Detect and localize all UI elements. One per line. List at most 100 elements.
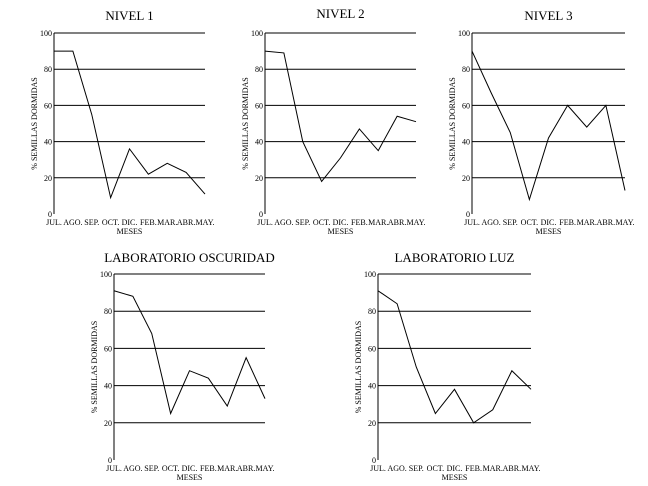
- y-tick-label: 100: [364, 270, 376, 279]
- y-tick-label: 40: [368, 382, 376, 391]
- x-axis-label: MESES: [536, 227, 562, 236]
- chart-panel: NIVEL 2 0 20 40 60 80 100 JUL. AGO. SEP. OCT. DIC. F…: [241, 6, 425, 236]
- x-axis-label: MESES: [328, 227, 354, 236]
- y-tick-label: 0: [466, 210, 470, 219]
- x-tick-label: FEB.: [140, 218, 157, 227]
- y-axis-label: % SEMILLAS DORMIDAS: [354, 321, 363, 413]
- y-axis-label: % SEMILLAS DORMIDAS: [30, 77, 39, 169]
- x-tick-label: JUL.: [370, 464, 386, 473]
- x-tick-label: SEP.: [84, 218, 99, 227]
- y-tick-label: 40: [255, 138, 263, 147]
- x-tick-label: AGO.: [481, 218, 500, 227]
- y-tick-label: 100: [458, 29, 470, 38]
- x-tick-label: SEP.: [295, 218, 310, 227]
- series-line: [377, 290, 532, 424]
- x-tick-label: JUL.: [257, 218, 273, 227]
- x-tick-label: MAY.: [196, 218, 215, 227]
- y-tick-label: 0: [372, 456, 376, 465]
- x-tick-label: FEB.: [351, 218, 368, 227]
- x-tick-label: ABR.: [177, 218, 195, 227]
- chart-panel: LABORATORIO OSCURIDAD 0 20 40 60 80 100 JUL. AGO…: [90, 250, 275, 482]
- y-tick-label: 60: [255, 101, 263, 110]
- series-line: [54, 50, 206, 200]
- x-tick-label: JUL.: [46, 218, 62, 227]
- y-tick-label: 20: [462, 174, 470, 183]
- x-tick-label: ABR.: [597, 218, 615, 227]
- y-tick-label: 0: [259, 210, 263, 219]
- chart-panel: LABORATORIO LUZ 0 20 40 60 80 100 JUL. AGO. SEP. O…: [354, 250, 540, 482]
- series-line: [471, 50, 626, 202]
- y-tick-label: 20: [368, 419, 376, 428]
- x-tick-label: MAR.: [217, 464, 237, 473]
- x-tick-label: JUL.: [106, 464, 122, 473]
- x-tick-label: FEB.: [559, 218, 576, 227]
- y-tick-label: 80: [44, 65, 52, 74]
- y-tick-label: 20: [255, 174, 263, 183]
- x-tick-label: JUL.: [464, 218, 480, 227]
- y-axis-label: % SEMILLAS DORMIDAS: [241, 77, 250, 169]
- y-axis-label: % SEMILLAS DORMIDAS: [90, 321, 99, 413]
- x-tick-label: OCT.: [521, 218, 538, 227]
- chart-title: NIVEL 3: [524, 8, 572, 23]
- x-tick-label: DIC.: [541, 218, 557, 227]
- chart-panel: NIVEL 3 0 20 40 60 80 100 JUL. AGO. SEP. OCT. DIC. F…: [448, 8, 634, 236]
- x-tick-label: DIC.: [182, 464, 198, 473]
- x-tick-label: AGO.: [274, 218, 293, 227]
- x-tick-label: FEB.: [465, 464, 482, 473]
- y-tick-label: 40: [104, 382, 112, 391]
- series-line: [264, 50, 417, 183]
- x-tick-label: MAR.: [157, 218, 177, 227]
- y-tick-label: 40: [44, 138, 52, 147]
- x-tick-label: SEP.: [144, 464, 159, 473]
- y-tick-label: 40: [462, 138, 470, 147]
- x-tick-label: ABR.: [237, 464, 255, 473]
- x-tick-label: AGO.: [387, 464, 406, 473]
- chart-title: LABORATORIO LUZ: [394, 250, 514, 265]
- y-tick-label: 80: [462, 65, 470, 74]
- x-tick-label: AGO.: [63, 218, 82, 227]
- y-tick-label: 60: [44, 101, 52, 110]
- x-tick-label: OCT.: [102, 218, 119, 227]
- x-tick-label: ABR.: [388, 218, 406, 227]
- x-tick-label: ABR.: [503, 464, 521, 473]
- x-tick-label: AGO.: [123, 464, 142, 473]
- x-tick-label: OCT.: [162, 464, 179, 473]
- y-tick-label: 80: [368, 307, 376, 316]
- series-line: [113, 290, 266, 416]
- y-tick-label: 60: [368, 344, 376, 353]
- y-tick-label: 0: [108, 456, 112, 465]
- y-axis-label: % SEMILLAS DORMIDAS: [448, 77, 457, 169]
- y-tick-label: 100: [40, 29, 52, 38]
- x-tick-label: SEP.: [409, 464, 424, 473]
- x-tick-label: OCT.: [427, 464, 444, 473]
- x-tick-label: MAR.: [577, 218, 597, 227]
- y-tick-label: 20: [104, 419, 112, 428]
- x-tick-label: OCT.: [313, 218, 330, 227]
- y-tick-label: 60: [104, 344, 112, 353]
- x-tick-label: FEB.: [200, 464, 217, 473]
- x-tick-label: MAR.: [368, 218, 388, 227]
- x-tick-label: DIC.: [122, 218, 138, 227]
- x-axis-label: MESES: [177, 473, 203, 482]
- y-tick-label: 60: [462, 101, 470, 110]
- y-tick-label: 80: [255, 65, 263, 74]
- x-tick-label: MAR.: [483, 464, 503, 473]
- x-tick-label: MAY.: [256, 464, 275, 473]
- y-tick-label: 100: [100, 270, 112, 279]
- x-axis-label: MESES: [442, 473, 468, 482]
- y-tick-label: 20: [44, 174, 52, 183]
- chart-panel: NIVEL 1 0 20 40 60 80 100 JUL. AGO. SEP. OCT. DIC. F…: [30, 8, 214, 236]
- chart-title: LABORATORIO OSCURIDAD: [104, 250, 275, 265]
- x-tick-label: DIC.: [333, 218, 349, 227]
- x-tick-label: MAY.: [407, 218, 426, 227]
- y-tick-label: 80: [104, 307, 112, 316]
- x-tick-label: SEP.: [503, 218, 518, 227]
- y-tick-label: 100: [251, 29, 263, 38]
- x-tick-label: DIC.: [447, 464, 463, 473]
- y-tick-label: 0: [48, 210, 52, 219]
- x-tick-label: MAY.: [616, 218, 635, 227]
- chart-title: NIVEL 2: [316, 6, 364, 21]
- x-tick-label: MAY.: [522, 464, 541, 473]
- chart-title: NIVEL 1: [105, 8, 153, 23]
